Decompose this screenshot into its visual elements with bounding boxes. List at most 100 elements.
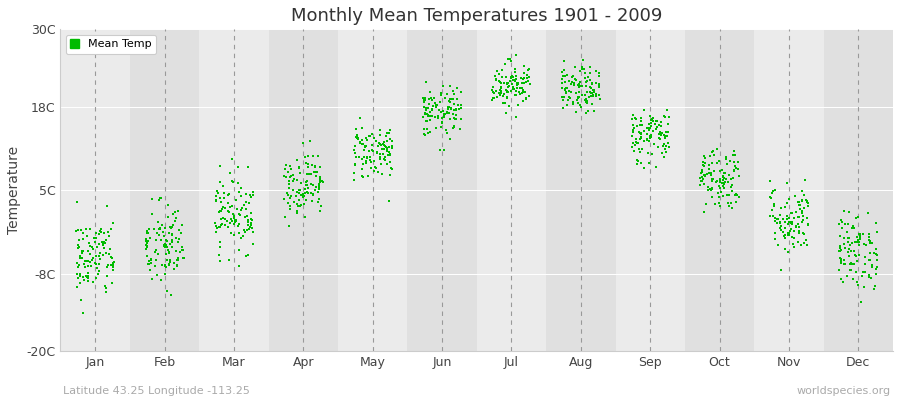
Point [439, 130, 454, 136]
Point [446, 100, 461, 107]
Point [436, 147, 451, 154]
Point [433, 146, 447, 153]
Point [280, 190, 294, 196]
Point [374, 151, 388, 157]
Point [362, 148, 376, 154]
Point [70, 271, 85, 278]
Point [423, 117, 437, 123]
Point [696, 162, 710, 168]
Point [226, 179, 240, 186]
Point [312, 174, 327, 180]
Point [312, 181, 327, 188]
Point [311, 186, 326, 192]
Point [231, 164, 246, 170]
Point [779, 200, 794, 207]
Point [626, 128, 640, 134]
Point [93, 227, 107, 234]
Point [727, 163, 742, 169]
Point [722, 172, 736, 178]
Point [437, 111, 452, 117]
Point [862, 274, 877, 280]
Point [175, 222, 189, 229]
Point [227, 232, 241, 238]
Point [217, 195, 231, 201]
Point [727, 148, 742, 155]
Point [281, 200, 295, 207]
Point [236, 233, 250, 240]
Point [214, 216, 229, 222]
Point [731, 159, 745, 165]
Point [209, 223, 223, 229]
Point [847, 261, 861, 267]
Point [705, 176, 719, 183]
Point [422, 89, 436, 95]
Point [496, 92, 510, 99]
Point [849, 253, 863, 260]
Point [80, 258, 94, 264]
Bar [685, 29, 754, 351]
Point [650, 124, 664, 130]
Point [245, 225, 259, 232]
Point [418, 107, 433, 113]
Point [575, 83, 590, 89]
Point [764, 194, 778, 201]
Point [216, 204, 230, 211]
Point [495, 99, 509, 106]
Point [770, 220, 785, 226]
Point [310, 199, 325, 205]
Point [626, 148, 641, 154]
Point [837, 241, 851, 248]
Point [832, 255, 847, 262]
Point [290, 201, 304, 208]
Point [162, 262, 176, 268]
Point [294, 192, 309, 198]
Point [105, 260, 120, 266]
Point [301, 160, 315, 167]
Point [765, 212, 779, 219]
Point [869, 229, 884, 235]
Point [428, 114, 443, 120]
Point [277, 173, 292, 179]
Point [153, 226, 167, 232]
Point [489, 76, 503, 82]
Point [569, 77, 583, 84]
Point [75, 249, 89, 256]
Point [292, 196, 307, 203]
Point [209, 193, 223, 200]
Point [844, 248, 859, 255]
Point [300, 171, 314, 177]
Point [791, 221, 806, 227]
Point [364, 131, 379, 138]
Point [635, 146, 650, 152]
Point [307, 186, 321, 193]
Point [279, 162, 293, 168]
Point [277, 196, 292, 202]
Point [787, 244, 801, 250]
Point [573, 83, 588, 89]
Point [364, 142, 379, 148]
Point [774, 223, 788, 229]
Point [506, 77, 520, 84]
Point [92, 231, 106, 237]
Point [862, 234, 877, 240]
Point [572, 94, 587, 100]
Point [694, 168, 708, 175]
Point [353, 138, 367, 145]
Point [792, 214, 806, 220]
Point [381, 152, 395, 158]
Point [214, 206, 229, 213]
Point [502, 78, 517, 84]
Point [374, 142, 389, 148]
Point [374, 146, 389, 152]
Point [290, 156, 304, 163]
Point [299, 182, 313, 188]
Point [314, 178, 328, 184]
Point [382, 172, 397, 178]
Point [367, 135, 382, 142]
Point [73, 253, 87, 259]
Point [94, 255, 108, 262]
Point [213, 239, 228, 246]
Point [242, 200, 256, 206]
Point [636, 128, 651, 134]
Point [793, 206, 807, 212]
